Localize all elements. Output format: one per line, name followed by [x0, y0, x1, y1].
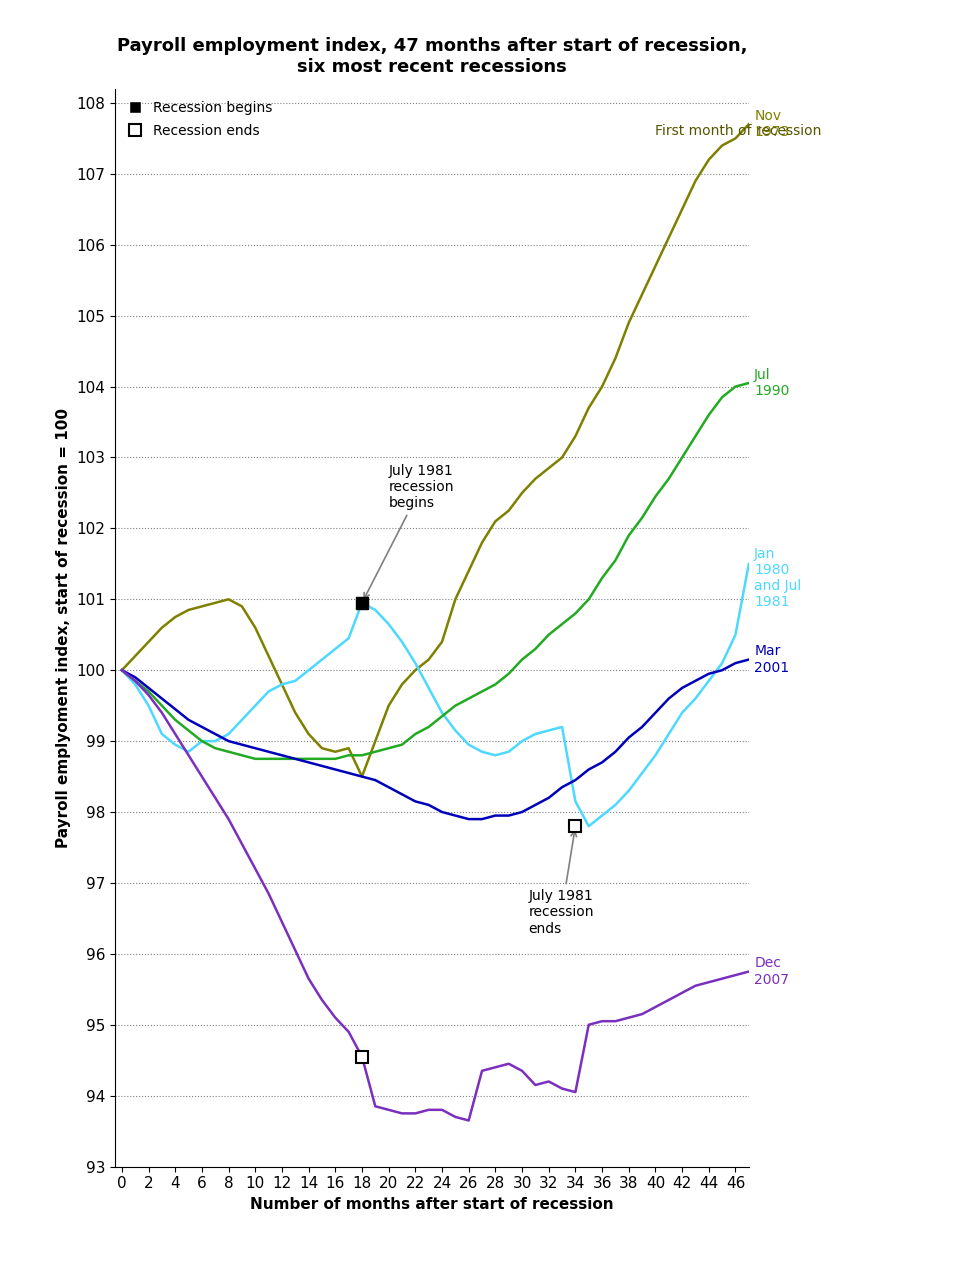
Text: Dec
2007: Dec 2007 — [755, 956, 789, 987]
Text: Mar
2001: Mar 2001 — [755, 644, 789, 675]
Text: Nov
1973: Nov 1973 — [755, 109, 789, 139]
Text: July 1981
recession
begins: July 1981 recession begins — [364, 464, 454, 598]
Text: Jul
1990: Jul 1990 — [755, 368, 789, 398]
Y-axis label: Payroll emplyoment index, start of recession = 100: Payroll emplyoment index, start of reces… — [56, 407, 71, 848]
Text: First month of recession: First month of recession — [656, 124, 822, 138]
Text: Jan
1980
and Jul
1981: Jan 1980 and Jul 1981 — [755, 547, 802, 610]
X-axis label: Number of months after start of recession: Number of months after start of recessio… — [251, 1197, 613, 1212]
Text: July 1981
recession
ends: July 1981 recession ends — [529, 831, 594, 936]
Title: Payroll employment index, 47 months after start of recession,
six most recent re: Payroll employment index, 47 months afte… — [117, 37, 747, 76]
Legend: Recession begins, Recession ends: Recession begins, Recession ends — [122, 95, 277, 143]
